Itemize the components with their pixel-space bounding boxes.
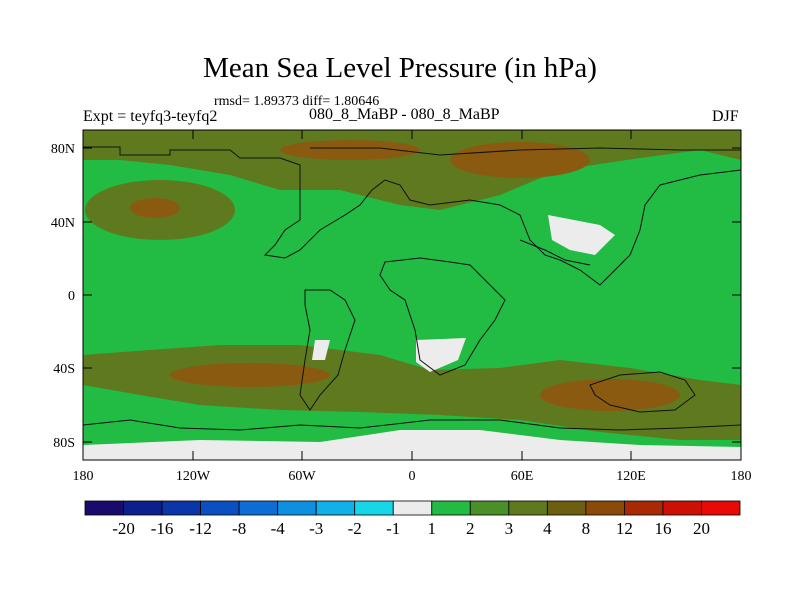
colorbar-label: 2 bbox=[466, 519, 475, 538]
colorbar-label: -20 bbox=[112, 519, 135, 538]
africa-coast bbox=[379, 257, 506, 376]
stats-label: rmsd= 1.89373 diff= 1.80646 bbox=[214, 94, 380, 109]
colorbar-label: 12 bbox=[616, 519, 633, 538]
lon-label-60e: 60E bbox=[511, 469, 534, 484]
page-title: Mean Sea Level Pressure (in hPa) bbox=[203, 52, 597, 84]
asia-inland-line bbox=[519, 239, 591, 266]
arctic-coast bbox=[310, 147, 741, 156]
north-pacific-high-core bbox=[130, 198, 180, 218]
antarctica-coast bbox=[83, 419, 741, 431]
arctic-high-core-west bbox=[280, 140, 420, 160]
season-label: DJF bbox=[712, 108, 739, 125]
colorbar-swatch bbox=[200, 500, 240, 516]
colorbar-swatch bbox=[585, 500, 625, 516]
colorbar-swatch bbox=[161, 500, 201, 516]
colorbar-swatch bbox=[392, 500, 433, 516]
map-field bbox=[83, 130, 741, 460]
colorbar-label: 1 bbox=[428, 519, 437, 538]
colorbar-label: -4 bbox=[271, 519, 286, 538]
colorbar-swatch bbox=[701, 500, 741, 516]
colorbar-swatch bbox=[238, 500, 279, 516]
colorbar-label: 8 bbox=[582, 519, 591, 538]
lon-label-180-left: 180 bbox=[73, 469, 94, 484]
colorbar-swatch bbox=[123, 500, 163, 516]
lat-label-80n: 80N bbox=[51, 142, 75, 157]
colorbar-swatch bbox=[662, 500, 702, 516]
colorbar-swatch bbox=[508, 500, 548, 516]
colorbar-label: -3 bbox=[309, 519, 323, 538]
coastlines bbox=[83, 146, 741, 431]
colorbar-label: 3 bbox=[505, 519, 514, 538]
colorbar-label: -8 bbox=[232, 519, 246, 538]
colorbar-swatch bbox=[315, 500, 356, 516]
colorbar-swatch bbox=[277, 500, 317, 516]
southern-pacific-high-core bbox=[170, 363, 330, 387]
colorbar-swatch bbox=[84, 500, 124, 516]
lat-label-0: 0 bbox=[68, 289, 75, 304]
south-america-coast bbox=[299, 289, 356, 411]
lon-axis: 180 120W 60W 0 60E 120E 180 bbox=[73, 130, 752, 484]
colorbar-label: -16 bbox=[151, 519, 174, 538]
colorbar-swatch bbox=[624, 500, 664, 516]
lat-label-40n: 40N bbox=[51, 216, 75, 231]
colorbar-swatch bbox=[431, 500, 471, 516]
arctic-high-core bbox=[450, 142, 590, 178]
colorbar-swatch bbox=[469, 500, 510, 516]
asia-near-zero-patch bbox=[548, 215, 615, 255]
colorbar-label: 16 bbox=[654, 519, 671, 538]
antarctic-near-zero-band bbox=[83, 430, 741, 460]
lon-label-120e: 120E bbox=[616, 469, 646, 484]
colorbar: -20 -16 -12 -8 -4 -3 -2 -1 1 2 3 4 8 12 16 20 bbox=[84, 500, 741, 538]
period-label: 080_8_MaBP - 080_8_MaBP bbox=[309, 106, 500, 123]
colorbar-label: 20 bbox=[693, 519, 710, 538]
south-america-near-zero-patch bbox=[312, 340, 330, 360]
lon-label-120w: 120W bbox=[176, 469, 211, 484]
lat-label-40s: 40S bbox=[53, 362, 75, 377]
lon-label-0: 0 bbox=[409, 469, 416, 484]
lat-axis: 80N 40N 0 40S 80S bbox=[51, 142, 741, 451]
africa-near-zero-patch bbox=[416, 338, 466, 372]
colorbar-label: -2 bbox=[348, 519, 362, 538]
southern-indian-high-core bbox=[540, 379, 680, 411]
colorbar-label: 4 bbox=[543, 519, 552, 538]
colorbar-label: -12 bbox=[189, 519, 212, 538]
lon-label-60w: 60W bbox=[288, 469, 316, 484]
northern-continents-coast bbox=[83, 146, 741, 286]
lat-label-80s: 80S bbox=[53, 436, 75, 451]
colorbar-label: -1 bbox=[386, 519, 400, 538]
lon-label-180-right: 180 bbox=[731, 469, 752, 484]
australia-coast bbox=[589, 371, 696, 413]
colorbar-swatch bbox=[354, 500, 394, 516]
colorbar-swatch bbox=[546, 500, 587, 516]
experiment-label: Expt = teyfq3-teyfq2 bbox=[83, 108, 218, 125]
